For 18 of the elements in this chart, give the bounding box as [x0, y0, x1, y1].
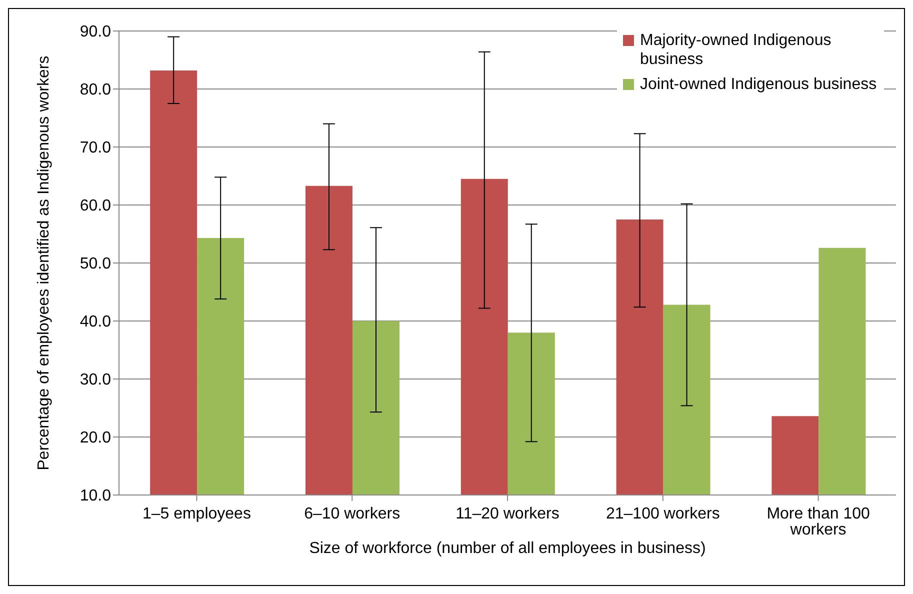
legend-label: Joint-owned Indigenous business: [640, 75, 877, 94]
y-tick-label: 30.0: [80, 372, 112, 389]
y-tick-label: 10.0: [80, 488, 112, 505]
y-tick-label: 40.0: [80, 314, 112, 331]
x-tick-label: 21–100 workers: [606, 505, 720, 522]
y-tick-label: 90.0: [80, 24, 112, 41]
x-tick-label: 11–20 workers: [456, 505, 560, 522]
y-tick-label: 50.0: [80, 256, 112, 273]
x-axis-title: Size of workforce (number of all employees in business): [309, 540, 706, 557]
x-tick-label: 6–10 workers: [304, 505, 400, 522]
y-axis-title: Percentage of employees identified as Indigenous workers: [36, 56, 53, 470]
x-tick-label: More than 100 workers: [766, 505, 870, 538]
y-tick-label: 70.0: [80, 140, 112, 157]
y-tick-label: 80.0: [80, 82, 112, 99]
y-tick-label: 20.0: [80, 430, 112, 447]
x-tick-label: 1–5 employees: [142, 505, 251, 522]
y-tick-label: 60.0: [80, 198, 112, 215]
legend-label: Majority-owned Indigenous business: [640, 31, 832, 69]
